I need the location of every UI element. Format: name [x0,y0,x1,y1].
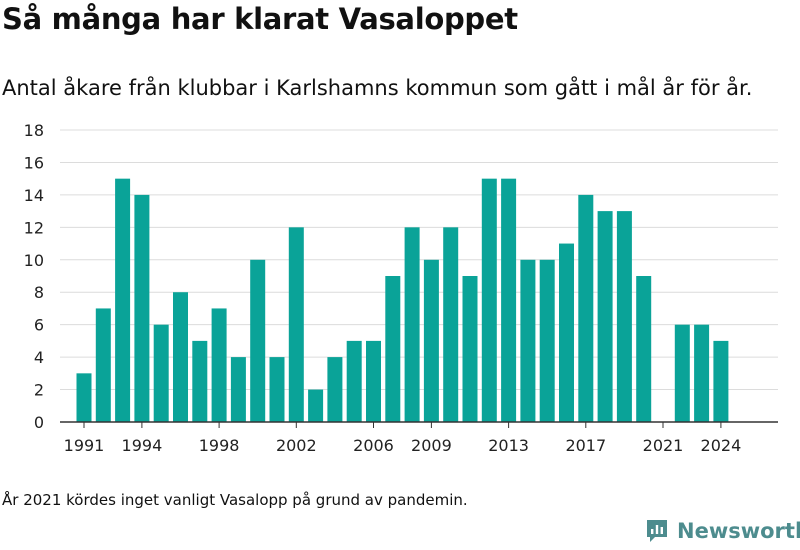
bar-chart: 0 2 4 6 8 10 12 14 16 18 1991 1994 1998 2002 2006 2009 2… [24,121,778,455]
y-tick-label: 12 [24,218,44,237]
y-tick-label: 18 [24,121,44,140]
bar [366,340,381,422]
y-tick-label: 10 [24,251,44,270]
chart-title: Så många har klarat Vasaloppet [2,2,518,36]
bar [115,178,131,422]
y-tick-label: 14 [24,186,44,205]
x-tick-label: 1994 [122,436,163,455]
y-tick-label: 8 [34,283,44,302]
bar [134,194,150,422]
bar [674,324,690,422]
bar [462,276,478,422]
bar [559,243,574,422]
x-tick-label: 2002 [276,436,317,455]
y-tick-label: 0 [34,413,44,432]
bar [288,227,304,422]
x-tick-label: 2013 [488,436,529,455]
bar [481,178,497,422]
y-tick-label: 6 [34,316,44,335]
bar [694,324,710,422]
bar [346,340,362,422]
bar [76,373,92,422]
bar [423,259,439,422]
x-tick-label: 1991 [64,436,105,455]
bar [636,276,652,422]
bar [501,178,517,422]
brand-name: Newsworthy [677,519,800,543]
x-tick-label: 2024 [701,436,742,455]
footnote: År 2021 kördes inget vanligt Vasalopp på… [2,491,468,509]
x-tick-label: 1998 [199,436,240,455]
bar [327,357,343,422]
bar [250,259,266,422]
brand[interactable]: Newsworthy [645,518,800,544]
x-tick-label: 2021 [643,436,684,455]
y-tick-label: 4 [34,348,44,367]
bar [520,259,536,422]
bar [308,389,324,422]
bar [153,324,169,422]
bar [385,276,401,422]
bar [713,340,729,422]
y-tick-label: 2 [34,381,44,400]
bar [404,227,420,422]
bar [211,308,227,422]
x-tick-label: 2017 [565,436,606,455]
newsworthy-logo-icon [647,520,667,542]
bar [443,227,459,422]
x-tick-label: 2006 [353,436,394,455]
chart-subtitle: Antal åkare från klubbar i Karlshamns ko… [2,76,753,100]
bar [192,340,208,422]
bar [269,357,285,422]
bar [230,357,246,422]
bar [578,194,594,422]
bar [173,292,188,422]
bar [597,211,613,422]
bar [616,211,632,422]
y-tick-label: 16 [24,153,44,172]
bar [539,259,555,422]
x-tick-label: 2009 [411,436,452,455]
bar [95,308,111,422]
